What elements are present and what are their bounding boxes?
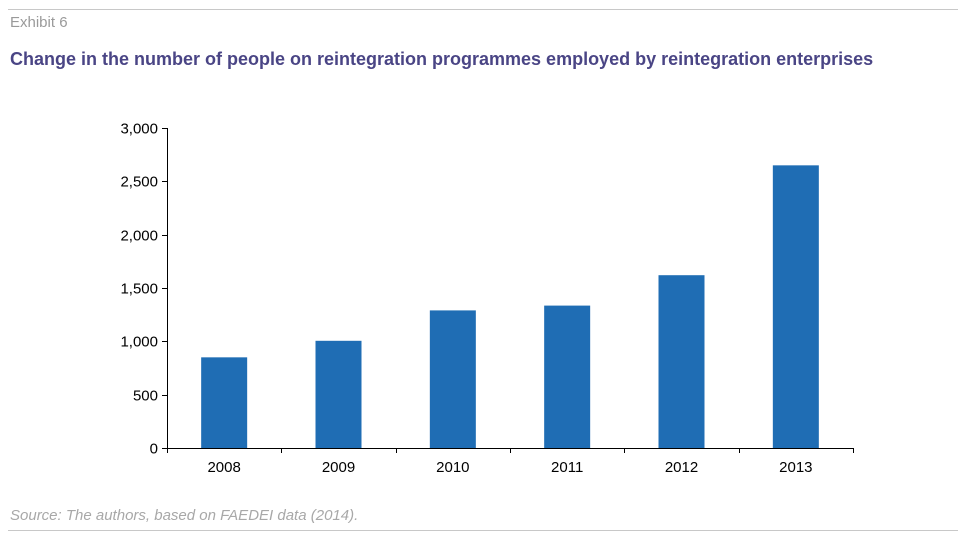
y-tick-label: 1,000 (120, 334, 158, 351)
x-tick-label-2012: 2012 (665, 459, 698, 476)
source-note: Source: The authors, based on FAEDEI dat… (10, 507, 359, 524)
x-tick-label-2009: 2009 (322, 459, 355, 476)
bar-2013 (772, 165, 819, 449)
bar-2010 (429, 310, 476, 448)
x-tick-label-2013: 2013 (779, 459, 812, 476)
top-rule (8, 9, 958, 10)
y-tick-label: 3,000 (120, 121, 158, 138)
x-tick-label-2011: 2011 (551, 459, 583, 476)
y-tick-label: 0 (150, 441, 158, 458)
bar-2009 (315, 340, 362, 448)
bars-group (201, 165, 819, 449)
bar-2012 (658, 275, 705, 448)
y-tick-label: 500 (133, 388, 158, 405)
exhibit-label: Exhibit 6 (10, 14, 68, 31)
y-tick-label: 2,000 (120, 228, 158, 245)
axes-group (162, 128, 854, 453)
x-tick-label-2010: 2010 (436, 459, 469, 476)
chart-title: Change in the number of people on reinte… (10, 49, 874, 69)
y-tick-label: 1,500 (120, 281, 158, 298)
x-tick-label-2008: 2008 (207, 459, 240, 476)
bar-2011 (544, 305, 591, 448)
bottom-rule (8, 530, 958, 531)
y-tick-label: 2,500 (120, 174, 158, 191)
bar-2008 (201, 357, 248, 448)
labels-group: 0 500 1,000 1,500 2,000 2,500 3,000 2008 2009 201… (120, 121, 812, 477)
